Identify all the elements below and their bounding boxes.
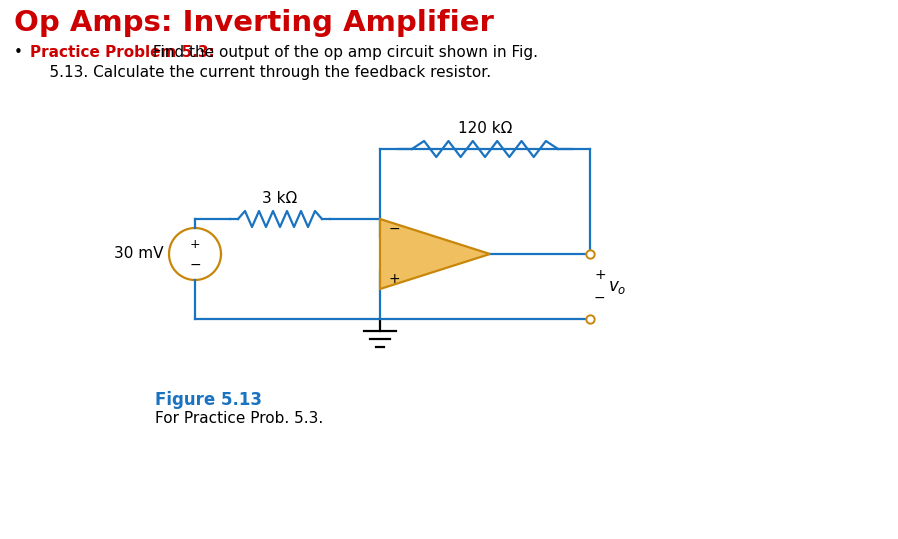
Text: +: +: [388, 272, 400, 286]
Text: For Practice Prob. 5.3.: For Practice Prob. 5.3.: [155, 411, 323, 426]
Text: −: −: [594, 291, 605, 305]
Text: •: •: [14, 45, 22, 60]
Text: Figure 5.13: Figure 5.13: [155, 391, 262, 409]
Text: 5.13. Calculate the current through the feedback resistor.: 5.13. Calculate the current through the …: [30, 65, 491, 80]
Text: $v_o$: $v_o$: [608, 278, 627, 295]
Text: Op Amps: Inverting Amplifier: Op Amps: Inverting Amplifier: [14, 9, 494, 37]
Text: Practice Problem 5.3:: Practice Problem 5.3:: [30, 45, 215, 60]
Text: +: +: [594, 268, 605, 282]
Text: 3 kΩ: 3 kΩ: [262, 191, 297, 206]
Text: −: −: [388, 222, 400, 236]
Text: +: +: [189, 238, 200, 252]
Text: 120 kΩ: 120 kΩ: [458, 121, 512, 136]
Text: 30 mV: 30 mV: [113, 246, 163, 261]
Text: Find the output of the op amp circuit shown in Fig.: Find the output of the op amp circuit sh…: [148, 45, 538, 60]
Polygon shape: [380, 219, 490, 289]
Text: −: −: [189, 258, 201, 272]
